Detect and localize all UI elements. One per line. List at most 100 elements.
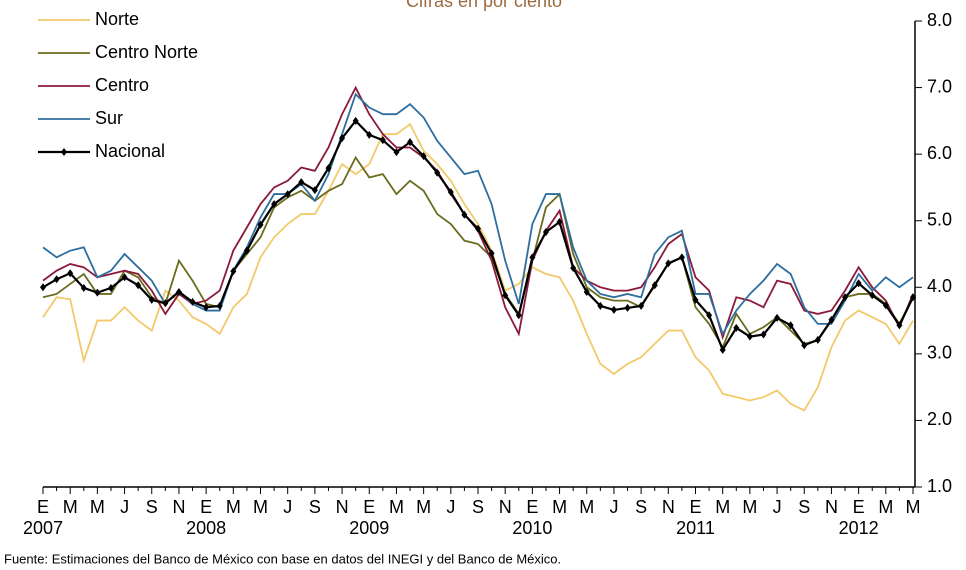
point-marker	[447, 188, 454, 197]
x-tick-label: E	[200, 497, 212, 517]
series-line	[42, 92, 914, 337]
legend-label: Centro Norte	[95, 42, 198, 62]
x-tick-label: N	[825, 497, 838, 517]
point-marker	[733, 323, 740, 332]
point-marker	[597, 301, 604, 310]
point-marker	[216, 301, 223, 310]
point-marker	[678, 253, 685, 262]
series-line	[42, 155, 914, 350]
y-tick-label: 2.0	[927, 409, 952, 429]
point-marker	[40, 283, 46, 292]
legend-label: Nacional	[95, 141, 165, 161]
y-tick-label: 3.0	[927, 343, 952, 363]
point-marker	[121, 273, 128, 282]
point-marker	[814, 335, 821, 344]
point-marker	[203, 303, 210, 312]
x-tick-label: M	[226, 497, 241, 517]
x-tick-label: M	[416, 497, 431, 517]
point-marker	[434, 168, 441, 177]
point-marker	[420, 152, 427, 161]
point-marker	[801, 341, 808, 350]
legend-label: Sur	[95, 108, 123, 128]
legend-label: Centro	[95, 75, 149, 95]
x-tick-label: J	[446, 497, 455, 517]
x-tick-label: E	[853, 497, 865, 517]
point-marker	[624, 303, 631, 312]
year-label: 2010	[512, 518, 552, 538]
point-marker	[339, 134, 346, 143]
x-tick-label: S	[798, 497, 810, 517]
point-marker	[665, 259, 672, 268]
source-note: Fuente: Estimaciones del Banco de México…	[4, 551, 561, 566]
point-marker	[94, 288, 101, 297]
point-marker	[488, 249, 495, 258]
year-label: 2007	[23, 518, 63, 538]
point-marker	[706, 311, 713, 320]
point-marker	[284, 190, 291, 199]
point-marker	[855, 279, 862, 288]
point-marker	[719, 345, 726, 354]
legend-label: Norte	[95, 9, 139, 29]
x-tick-label: E	[363, 497, 375, 517]
point-marker	[352, 116, 359, 125]
legend-marker	[61, 148, 67, 156]
year-label: 2008	[186, 518, 226, 538]
point-marker	[787, 321, 794, 330]
x-tick-label: N	[336, 497, 349, 517]
point-marker	[692, 295, 699, 304]
point-marker	[162, 299, 169, 308]
point-marker	[325, 164, 332, 173]
x-tick-label: S	[635, 497, 647, 517]
point-marker	[298, 178, 305, 187]
point-marker	[175, 287, 182, 296]
x-tick-label: E	[689, 497, 701, 517]
x-tick-label: J	[283, 497, 292, 517]
point-marker	[379, 136, 386, 145]
y-tick-label: 1.0	[927, 476, 952, 496]
x-tick-label: N	[172, 497, 185, 517]
x-tick-label: M	[63, 497, 78, 517]
point-marker	[882, 301, 889, 310]
x-tick-label: E	[37, 497, 49, 517]
x-tick-label: M	[715, 497, 730, 517]
x-tick-label: M	[906, 497, 921, 517]
series-line	[42, 85, 914, 341]
x-tick-label: N	[662, 497, 675, 517]
point-marker	[774, 313, 781, 322]
x-tick-label: M	[878, 497, 893, 517]
y-tick-label: 4.0	[927, 276, 952, 296]
y-tick-label: 8.0	[927, 10, 952, 30]
point-marker	[53, 275, 60, 284]
x-tick-label: J	[609, 497, 618, 517]
point-marker	[828, 315, 835, 324]
x-tick-label: M	[90, 497, 105, 517]
x-tick-label: J	[773, 497, 782, 517]
point-marker	[529, 253, 536, 262]
point-marker	[461, 210, 468, 219]
point-marker	[570, 263, 577, 272]
point-marker	[842, 293, 849, 302]
x-tick-label: M	[552, 497, 567, 517]
point-marker	[638, 301, 645, 310]
point-marker	[869, 291, 876, 300]
x-tick-label: S	[472, 497, 484, 517]
point-marker	[230, 267, 237, 276]
x-tick-label: J	[120, 497, 129, 517]
point-marker	[475, 224, 481, 233]
point-marker	[760, 330, 767, 339]
year-label: 2011	[676, 518, 715, 538]
point-marker	[583, 287, 590, 296]
point-marker	[515, 311, 522, 320]
series-line	[42, 122, 914, 412]
x-tick-label: S	[309, 497, 321, 517]
y-tick-label: 6.0	[927, 143, 952, 163]
point-marker	[910, 293, 916, 302]
x-tick-label: M	[579, 497, 594, 517]
point-marker	[311, 186, 318, 195]
x-tick-label: M	[742, 497, 757, 517]
x-tick-label: M	[253, 497, 268, 517]
year-label: 2009	[349, 518, 389, 538]
point-marker	[189, 297, 196, 306]
point-marker	[243, 246, 250, 255]
